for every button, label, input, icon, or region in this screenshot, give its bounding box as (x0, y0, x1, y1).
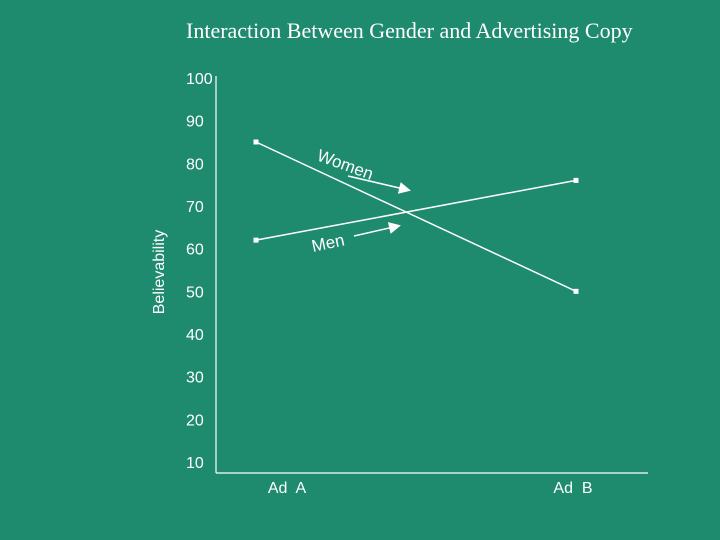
series-lines (253, 139, 579, 294)
label-arrow (353, 222, 401, 237)
data-point (573, 288, 579, 294)
y-tick-labels: 100 90 80 70 60 50 40 30 20 10 (186, 71, 213, 472)
y-tick-label: 80 (186, 156, 204, 173)
y-tick-label: 70 (186, 199, 204, 216)
series-line-women (255, 141, 577, 293)
x-category-label: Ad B (553, 480, 592, 497)
label-arrow (347, 175, 411, 194)
chart-title: Interaction Between Gender and Advertisi… (186, 18, 633, 43)
series-labels: Women Men (310, 146, 411, 256)
series-label-men: Men (310, 230, 346, 255)
y-tick-label: 40 (186, 327, 204, 344)
y-tick-label: 20 (186, 412, 204, 429)
series-label-women: Women (315, 146, 376, 184)
chart-axes (215, 76, 648, 474)
y-tick-label: 90 (186, 114, 204, 131)
x-category-labels: Ad A Ad B (268, 480, 593, 497)
y-tick-label: 10 (186, 455, 204, 472)
y-tick-label: 50 (186, 284, 204, 301)
series-line-men (255, 179, 577, 241)
y-tick-label: 100 (186, 71, 213, 88)
y-tick-label: 60 (186, 242, 204, 259)
data-point (253, 139, 259, 145)
x-category-label: Ad A (268, 480, 307, 497)
y-tick-label: 30 (186, 370, 204, 387)
data-point (573, 177, 579, 183)
data-point (253, 237, 259, 243)
